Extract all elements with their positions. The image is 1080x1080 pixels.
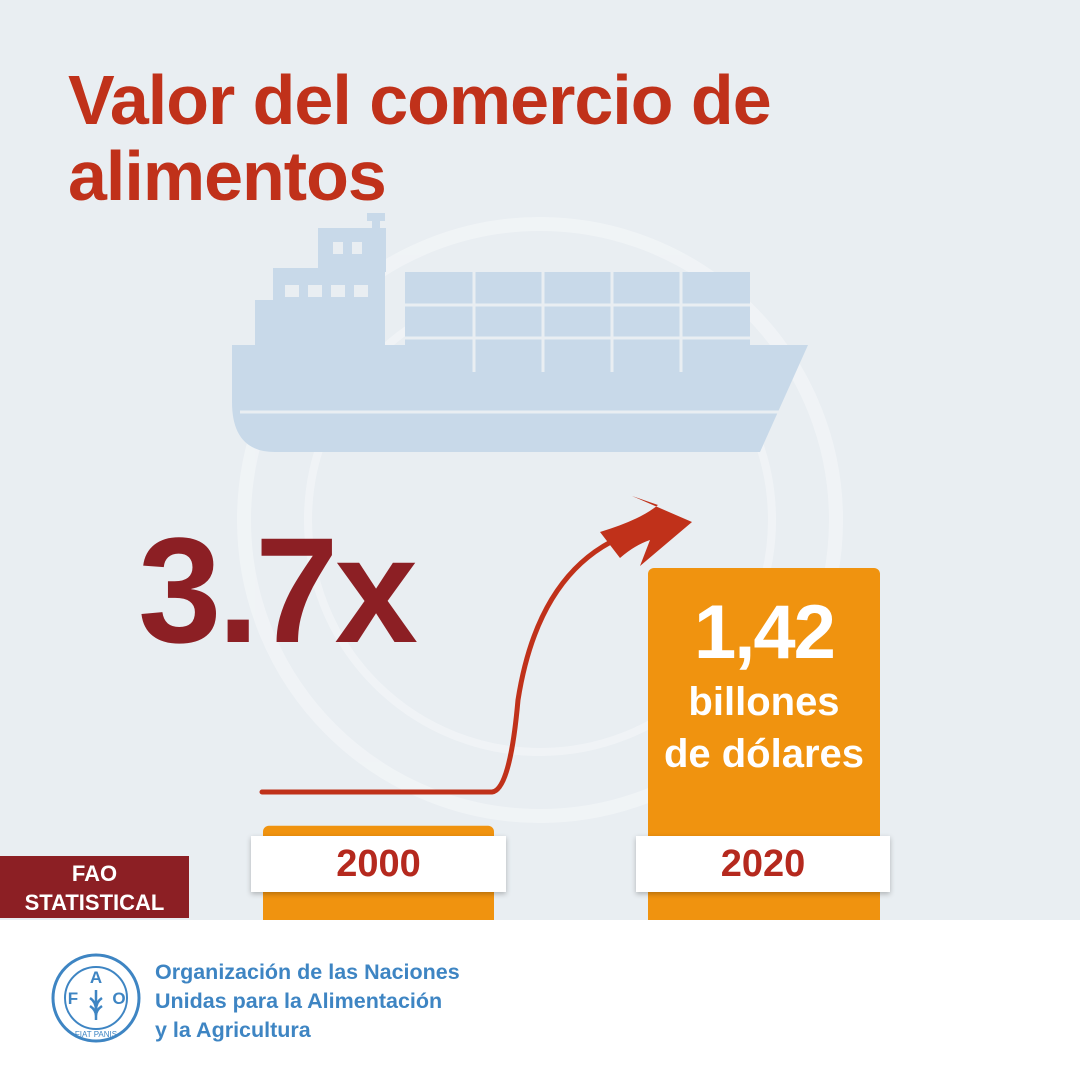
infographic-canvas: Valor del comercio de alimentos 3.7x 1,4… xyxy=(0,0,1080,920)
bar-chart xyxy=(259,496,880,920)
growth-arrow-icon xyxy=(259,496,692,795)
fao-logo-icon: F A O FIAT PANIS xyxy=(51,953,141,1043)
logo-letter-f: F xyxy=(68,989,78,1008)
background-art xyxy=(232,213,808,452)
bar-value-label: 1,42 billones de dólares xyxy=(648,590,880,780)
logo-motto: FIAT PANIS xyxy=(75,1030,117,1039)
year-label-2020: 2020 xyxy=(636,836,890,892)
cargo-ship-icon xyxy=(232,213,808,452)
page-title: Valor del comercio de alimentos xyxy=(68,61,772,215)
organization-name: Organización de las Naciones Unidas para… xyxy=(155,960,460,1042)
yearbook-badge: FAO STATISTICAL YEARBOOK 2022 xyxy=(0,856,189,920)
growth-multiplier: 3.7x xyxy=(138,506,418,674)
container-grid xyxy=(240,272,790,414)
bar-2020 xyxy=(648,568,880,920)
bar-value-number: 1,42 xyxy=(694,590,836,675)
year-label-2000: 2000 xyxy=(251,836,506,892)
bar-value-unit: billones de dólares xyxy=(663,680,865,776)
logo-letter-a: A xyxy=(90,968,102,987)
logo-letter-o: O xyxy=(112,989,125,1008)
ship-details xyxy=(285,242,368,297)
